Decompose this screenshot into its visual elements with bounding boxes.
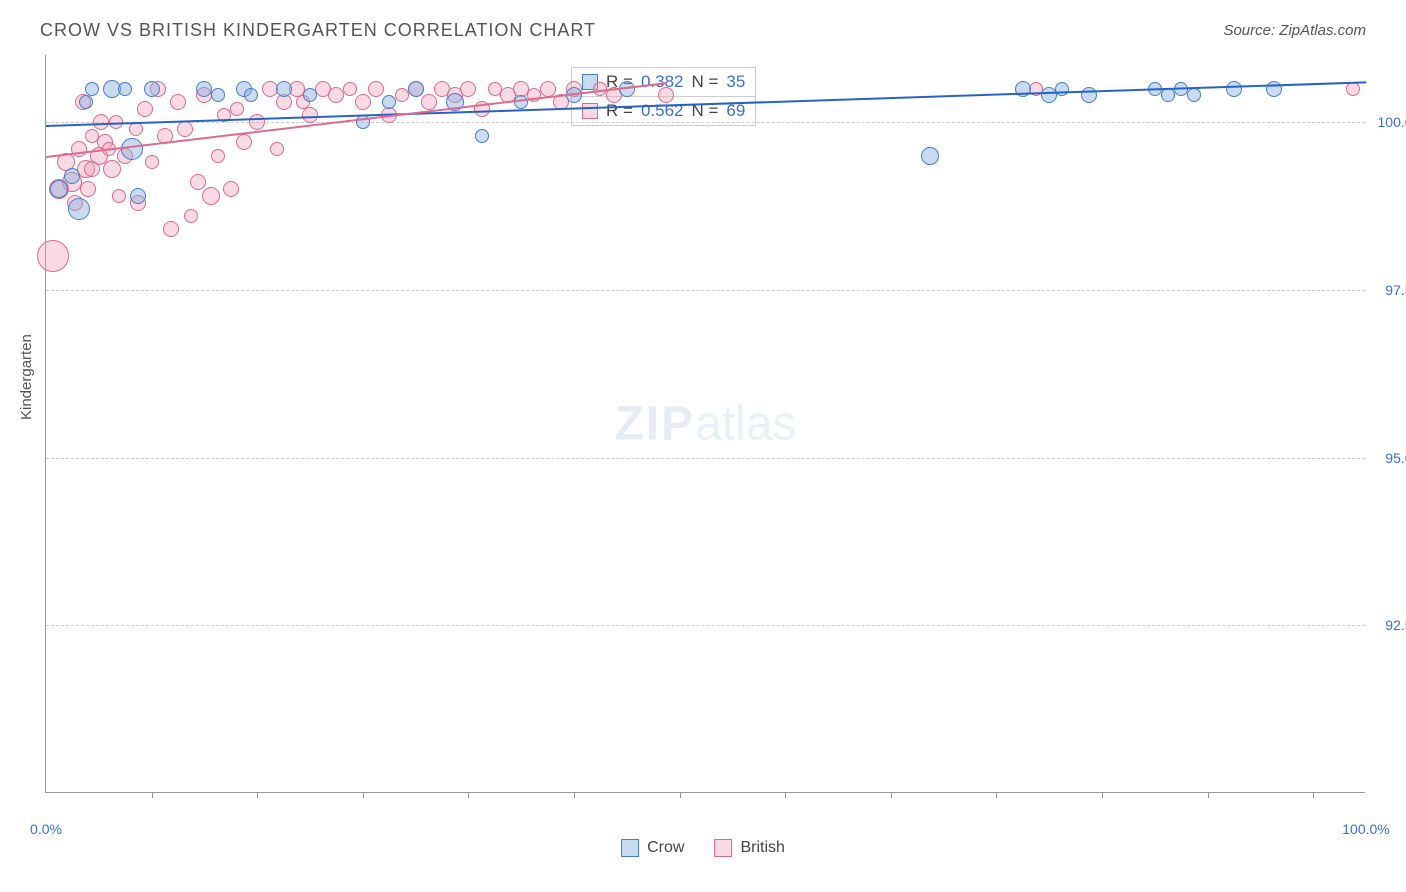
british-legend-swatch-icon [714,839,732,857]
x-tick-mark [257,792,258,798]
header: CROW VS BRITISH KINDERGARTEN CORRELATION… [40,20,1366,41]
scatter-point [230,102,244,116]
legend-item-crow: Crow [621,839,684,857]
scatter-point [223,181,239,197]
scatter-point [475,129,489,143]
scatter-point [303,88,317,102]
scatter-point [112,189,126,203]
x-tick-label: 100.0% [1342,821,1389,837]
x-tick-mark [1208,792,1209,798]
scatter-point [121,138,143,160]
scatter-point [1226,81,1242,97]
x-tick-mark [574,792,575,798]
scatter-point [355,94,371,110]
scatter-point [145,155,159,169]
x-tick-mark [996,792,997,798]
scatter-point [163,221,179,237]
scatter-point [421,94,437,110]
scatter-point [276,81,292,97]
scatter-point [658,87,674,103]
scatter-point [190,174,206,190]
scatter-point [37,240,69,272]
crow-legend-swatch-icon [621,839,639,857]
y-tick-label: 95.0% [1385,450,1406,466]
scatter-point [488,82,502,96]
y-axis-label: Kindergarten [18,334,35,420]
scatter-point [921,147,939,165]
scatter-point [1161,88,1175,102]
scatter-point [211,88,225,102]
scatter-point [144,81,160,97]
x-tick-mark [785,792,786,798]
scatter-point [85,82,99,96]
scatter-point [177,121,193,137]
n-label: N = [691,72,718,92]
crow-legend-label: Crow [647,839,684,857]
y-tick-label: 100.0% [1378,114,1406,130]
scatter-point [382,95,396,109]
scatter-point [68,198,90,220]
x-tick-mark [468,792,469,798]
series-legend: Crow British [621,839,785,857]
x-tick-mark [680,792,681,798]
crow-n-value: 35 [726,72,745,92]
scatter-point [184,209,198,223]
x-tick-mark [1313,792,1314,798]
scatter-point [84,161,100,177]
scatter-point [368,81,384,97]
scatter-point [244,88,258,102]
british-legend-label: British [740,839,784,857]
scatter-point [270,142,284,156]
scatter-point [211,149,225,163]
scatter-point [460,81,476,97]
scatter-point [1187,88,1201,102]
scatter-point [137,101,153,117]
gridline [46,122,1365,123]
gridline [46,290,1365,291]
scatter-point [202,187,220,205]
y-tick-label: 92.5% [1385,617,1406,633]
watermark-zip: ZIP [614,397,695,450]
scatter-point [79,95,93,109]
scatter-point [1266,81,1282,97]
source-label: Source: ZipAtlas.com [1223,22,1366,39]
scatter-point [118,82,132,96]
watermark-atlas: atlas [695,397,796,450]
chart-title: CROW VS BRITISH KINDERGARTEN CORRELATION… [40,20,596,41]
scatter-point [130,188,146,204]
gridline [46,458,1365,459]
scatter-point [103,160,121,178]
scatter-point [249,114,265,130]
scatter-point [50,180,68,198]
chart-plot-area: ZIPatlas R = 0.382 N = 35 R = 0.562 N = … [45,55,1365,793]
scatter-point [64,168,80,184]
x-tick-mark [363,792,364,798]
scatter-point [170,94,186,110]
x-tick-mark [891,792,892,798]
british-swatch-icon [582,103,598,119]
scatter-point [80,181,96,197]
scatter-point [540,81,556,97]
x-tick-label: 0.0% [30,821,62,837]
r-label: R = [606,101,633,121]
scatter-point [343,82,357,96]
x-tick-mark [1102,792,1103,798]
x-tick-mark [152,792,153,798]
scatter-point [408,81,424,97]
legend-item-british: British [714,839,784,857]
scatter-point [236,134,252,150]
gridline [46,625,1365,626]
watermark: ZIPatlas [614,396,796,451]
y-tick-label: 97.5% [1385,282,1406,298]
